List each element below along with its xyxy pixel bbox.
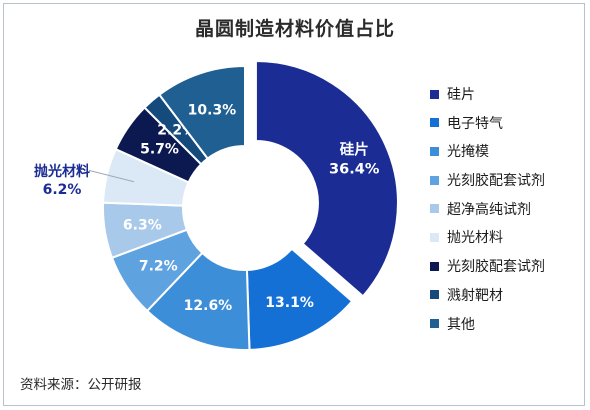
- legend-label-2: 光掩模: [447, 144, 489, 161]
- chart-legend: 硅片 电子特气 光掩模 光刻胶配套试剂 超净高纯试剂 抛光材料 光刻胶配套试剂 溅射靶材 其他: [430, 84, 545, 342]
- slice-label-4: 6.3%: [123, 218, 162, 234]
- legend-label-4: 超净高纯试剂: [447, 201, 531, 218]
- legend-label-3: 光刻胶配套试剂: [447, 173, 545, 190]
- legend-item-7: 溅射靶材: [430, 285, 545, 305]
- legend-swatch-2: [430, 146, 439, 156]
- legend-label-6: 光刻胶配套试剂: [447, 259, 545, 276]
- slice-8: [157, 64, 246, 160]
- slice-label-1: 13.1%: [265, 295, 314, 311]
- slice-label-0: 硅片 36.4%: [329, 140, 380, 177]
- slice-label-5: 抛光材料 6.2%: [34, 163, 90, 198]
- legend-item-1: 电子特气: [430, 113, 545, 133]
- slice-label-2: 12.6%: [184, 298, 233, 314]
- legend-swatch-0: [430, 89, 439, 99]
- leader-line-5: [88, 169, 135, 183]
- legend-label-8: 其他: [447, 316, 475, 333]
- legend-item-3: 光刻胶配套试剂: [430, 170, 545, 190]
- legend-label-7: 溅射靶材: [447, 287, 503, 304]
- source-note: 资料来源：公开研报: [20, 377, 142, 393]
- legend-item-0: 硅片: [430, 84, 545, 104]
- legend-item-5: 抛光材料: [430, 227, 545, 247]
- legend-swatch-3: [430, 175, 439, 185]
- legend-item-6: 光刻胶配套试剂: [430, 256, 545, 276]
- legend-swatch-8: [430, 319, 439, 328]
- legend-label-1: 电子特气: [447, 115, 503, 132]
- legend-label-5: 抛光材料: [447, 230, 503, 247]
- slice-label-3: 7.2%: [139, 258, 178, 274]
- legend-swatch-7: [430, 290, 439, 300]
- chart-title: 晶圆制造材料价值占比: [194, 18, 395, 40]
- legend-swatch-5: [430, 232, 439, 242]
- legend-item-2: 光掩模: [430, 141, 545, 161]
- legend-swatch-6: [430, 261, 439, 271]
- slice-0: [254, 60, 399, 298]
- slice-label-6: 5.7%: [140, 142, 179, 158]
- legend-label-0: 硅片: [447, 87, 475, 103]
- legend-swatch-4: [430, 204, 439, 214]
- legend-item-8: 其他: [430, 314, 545, 334]
- legend-item-4: 超净高纯试剂: [430, 199, 545, 219]
- legend-swatch-1: [430, 118, 439, 128]
- slice-label-8: 10.3%: [188, 102, 237, 118]
